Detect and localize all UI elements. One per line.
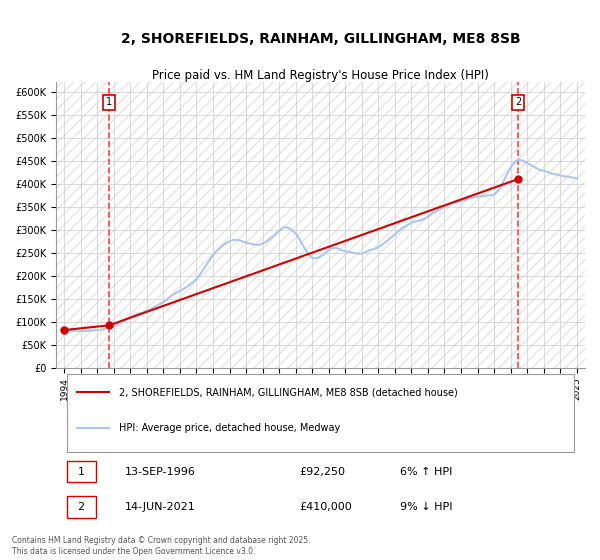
Text: Contains HM Land Registry data © Crown copyright and database right 2025.
This d: Contains HM Land Registry data © Crown c… [12, 536, 311, 556]
FancyBboxPatch shape [67, 497, 95, 518]
Text: Price paid vs. HM Land Registry's House Price Index (HPI): Price paid vs. HM Land Registry's House … [152, 69, 489, 82]
Text: 14-JUN-2021: 14-JUN-2021 [125, 502, 196, 512]
Text: 2, SHOREFIELDS, RAINHAM, GILLINGHAM, ME8 8SB: 2, SHOREFIELDS, RAINHAM, GILLINGHAM, ME8… [121, 32, 520, 46]
FancyBboxPatch shape [67, 461, 95, 482]
Text: £410,000: £410,000 [299, 502, 352, 512]
Text: 9% ↓ HPI: 9% ↓ HPI [400, 502, 452, 512]
Text: 1: 1 [106, 97, 112, 108]
Text: £92,250: £92,250 [299, 466, 346, 477]
Text: 13-SEP-1996: 13-SEP-1996 [125, 466, 196, 477]
Text: 2: 2 [77, 502, 85, 512]
Text: 2, SHOREFIELDS, RAINHAM, GILLINGHAM, ME8 8SB (detached house): 2, SHOREFIELDS, RAINHAM, GILLINGHAM, ME8… [119, 388, 458, 398]
Text: 2: 2 [515, 97, 521, 108]
Text: 1: 1 [77, 466, 85, 477]
Text: HPI: Average price, detached house, Medway: HPI: Average price, detached house, Medw… [119, 423, 341, 433]
Text: 6% ↑ HPI: 6% ↑ HPI [400, 466, 452, 477]
FancyBboxPatch shape [67, 374, 574, 451]
